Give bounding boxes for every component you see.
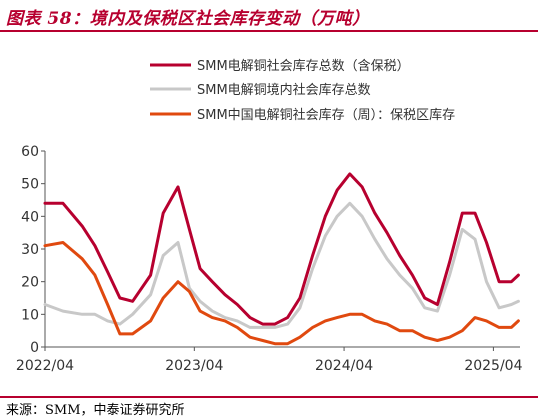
legend-label-2: SMM电解铜境内社会库存总数 bbox=[197, 82, 371, 98]
y-tick-label: 60 bbox=[21, 144, 39, 160]
y-tick-label: 0 bbox=[30, 340, 39, 356]
y-tick-label: 50 bbox=[21, 177, 39, 193]
y-tick-label: 30 bbox=[21, 242, 39, 258]
y-tick-label: 10 bbox=[21, 307, 39, 323]
series-line-2 bbox=[43, 201, 520, 329]
series-line-1 bbox=[43, 172, 520, 326]
source-rule bbox=[0, 396, 538, 398]
x-tick-label: 2022/04 bbox=[16, 358, 74, 374]
x-tick-label: 2025/04 bbox=[464, 358, 522, 374]
legend-label-3: SMM中国电解铜社会库存（周）：保税区库存 bbox=[197, 107, 455, 123]
y-tick-label: 20 bbox=[21, 275, 39, 291]
y-tick-label: 40 bbox=[21, 209, 39, 225]
title-rule bbox=[0, 30, 538, 32]
legend-label-1: SMM电解铜社会库存总数（含保税） bbox=[197, 58, 410, 74]
x-tick-label: 2023/04 bbox=[165, 358, 223, 374]
x-tick-label: 2024/04 bbox=[315, 358, 373, 374]
figure-title: 图表 58：境内及保税区社会库存变动（万吨） bbox=[6, 9, 370, 29]
series-line-3 bbox=[43, 241, 520, 346]
source-note: 来源：SMM，中泰证券研究所 bbox=[6, 403, 185, 418]
